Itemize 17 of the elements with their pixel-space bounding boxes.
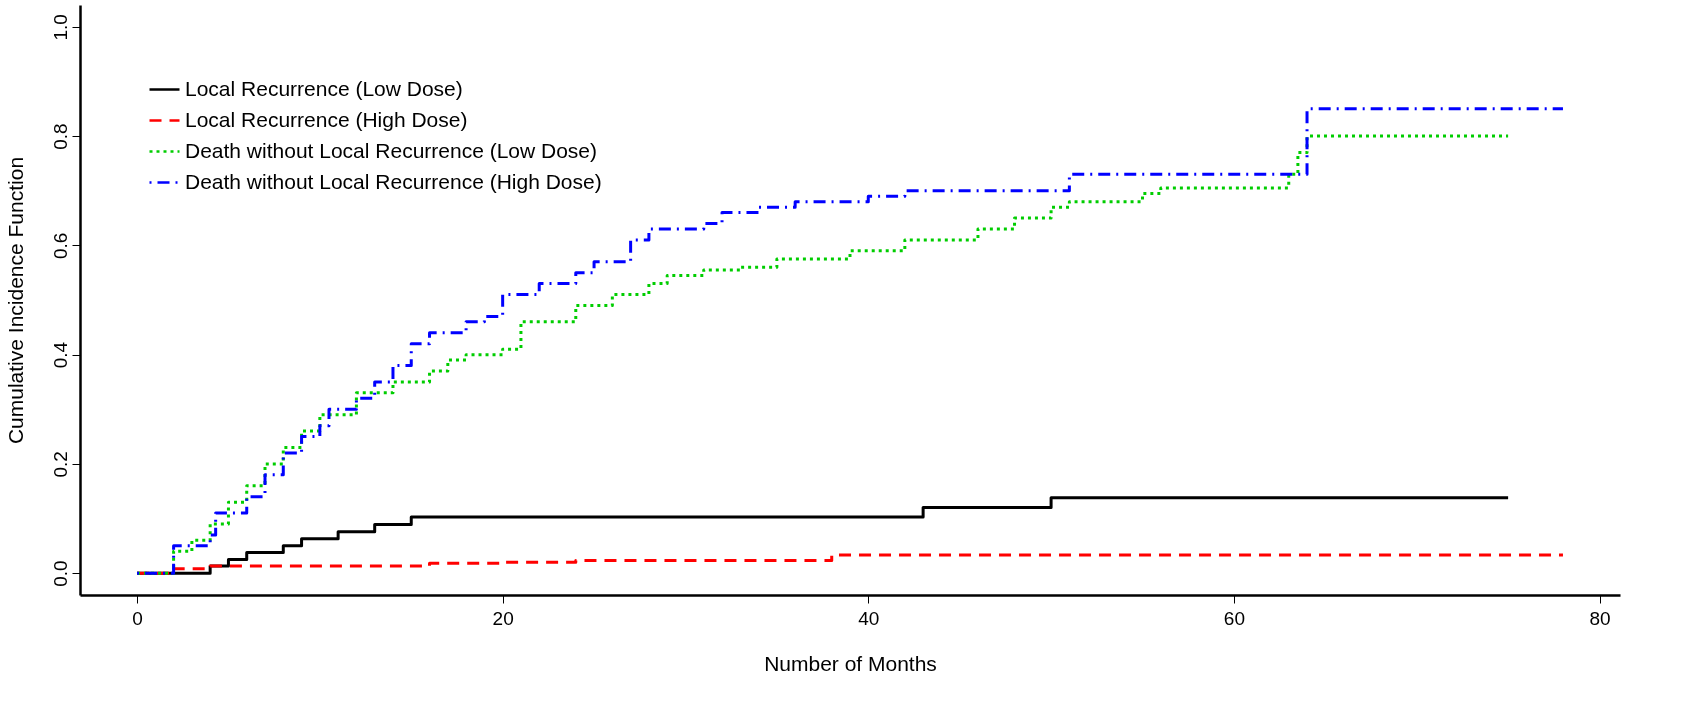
x-tick-label: 60: [1223, 607, 1245, 629]
legend-label: Death without Local Recurrence (Low Dose): [185, 138, 598, 162]
y-tick-label: 0.2: [49, 451, 71, 478]
x-axis-title: Number of Months: [764, 651, 937, 675]
x-tick-label: 40: [858, 607, 880, 629]
x-tick-label: 20: [492, 607, 514, 629]
legend-label: Death without Local Recurrence (High Dose): [185, 169, 602, 193]
y-tick-label: 1.0: [49, 14, 71, 41]
legend-label: Local Recurrence (High Dose): [185, 107, 468, 131]
y-tick-label: 0.4: [49, 341, 71, 369]
y-tick-label: 0.6: [49, 232, 71, 260]
y-tick-label: 0.8: [49, 123, 71, 150]
legend-label: Local Recurrence (Low Dose): [185, 76, 463, 100]
x-tick-label: 80: [1589, 607, 1611, 629]
x-tick-label: 0: [132, 607, 143, 629]
y-tick-label: 0.0: [49, 560, 71, 587]
y-axis-title: Cumulative Incidence Function: [3, 156, 27, 445]
